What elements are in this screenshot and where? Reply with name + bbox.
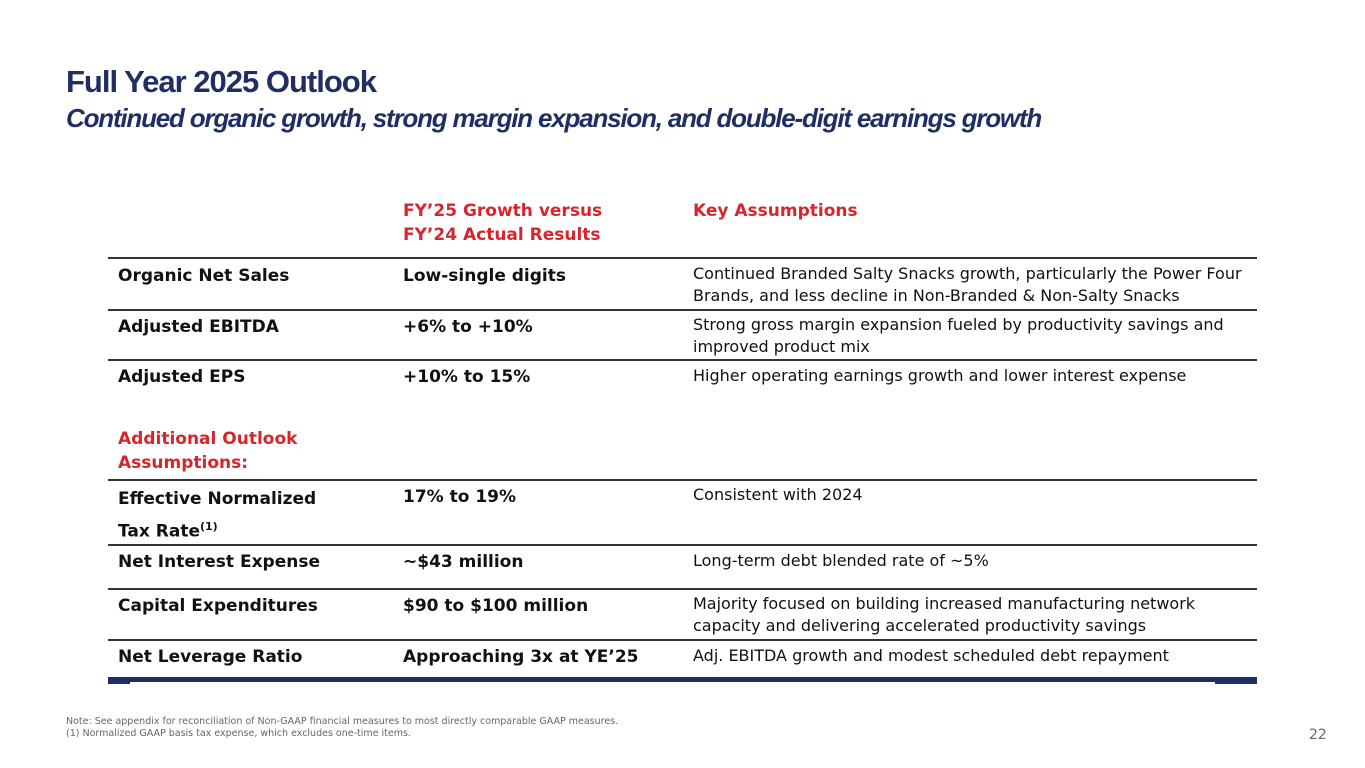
row-value: ~$43 million: [403, 552, 524, 572]
row-label: Adjusted EPS: [118, 367, 246, 387]
row-value: 17% to 19%: [403, 487, 517, 507]
row-label: Net Leverage Ratio: [118, 647, 303, 667]
label-line: Effective Normalized: [118, 489, 317, 509]
divider: [108, 309, 1257, 311]
divider: [108, 359, 1257, 361]
label-text: Tax Rate: [118, 521, 200, 542]
row-value: Low-single digits: [403, 266, 567, 286]
assumptions-column-header: Key Assumptions: [693, 201, 858, 221]
divider: [108, 639, 1257, 641]
header-line: FY’24 Actual Results: [403, 225, 601, 245]
additional-assumptions-header: Additional Outlook Assumptions:: [118, 427, 297, 475]
row-desc: Consistent with 2024: [693, 485, 863, 504]
row-desc: Adj. EBITDA growth and modest scheduled …: [693, 646, 1169, 665]
row-label: Effective Normalized Tax Rate(1): [118, 485, 316, 546]
growth-column-header: FY’25 Growth versus FY’24 Actual Results: [403, 199, 602, 247]
row-desc: Strong gross margin expansion fueled by …: [693, 315, 1224, 356]
row-label: Adjusted EBITDA: [118, 317, 279, 337]
header-line: Additional Outlook: [118, 429, 298, 449]
row-value: Approaching 3x at YE’25: [403, 647, 639, 667]
row-desc: Continued Branded Salty Snacks growth, p…: [693, 264, 1242, 305]
header-line: FY’25 Growth versus: [403, 201, 603, 221]
row-desc: Higher operating earnings growth and low…: [693, 366, 1187, 385]
row-label: Capital Expenditures: [118, 596, 318, 616]
row-desc: Long-term debt blended rate of ~5%: [693, 551, 989, 570]
label-line: Tax Rate(1): [118, 513, 316, 546]
page-title: Full Year 2025 Outlook: [66, 64, 377, 99]
divider: [108, 479, 1257, 481]
row-value: +10% to 15%: [403, 367, 531, 387]
divider: [108, 257, 1257, 259]
row-value: $90 to $100 million: [403, 596, 589, 616]
row-value: +6% to +10%: [403, 317, 533, 337]
page-subtitle: Continued organic growth, strong margin …: [66, 103, 1042, 133]
row-label: Net Interest Expense: [118, 552, 320, 572]
divider: [108, 588, 1257, 590]
row-label: Organic Net Sales: [118, 266, 290, 286]
divider: [108, 544, 1257, 546]
row-desc: Majority focused on building increased m…: [693, 594, 1196, 635]
header-line: Assumptions:: [118, 453, 249, 473]
footnote-ref: (1): [199, 520, 218, 533]
page-number: 22: [1309, 727, 1327, 743]
table-bottom-bar: [108, 677, 1257, 684]
footnotes: Note: See appendix for reconciliation of…: [66, 716, 618, 740]
footnote: (1) Normalized GAAP basis tax expense, w…: [66, 728, 411, 739]
footnote: Note: See appendix for reconciliation of…: [66, 716, 619, 727]
